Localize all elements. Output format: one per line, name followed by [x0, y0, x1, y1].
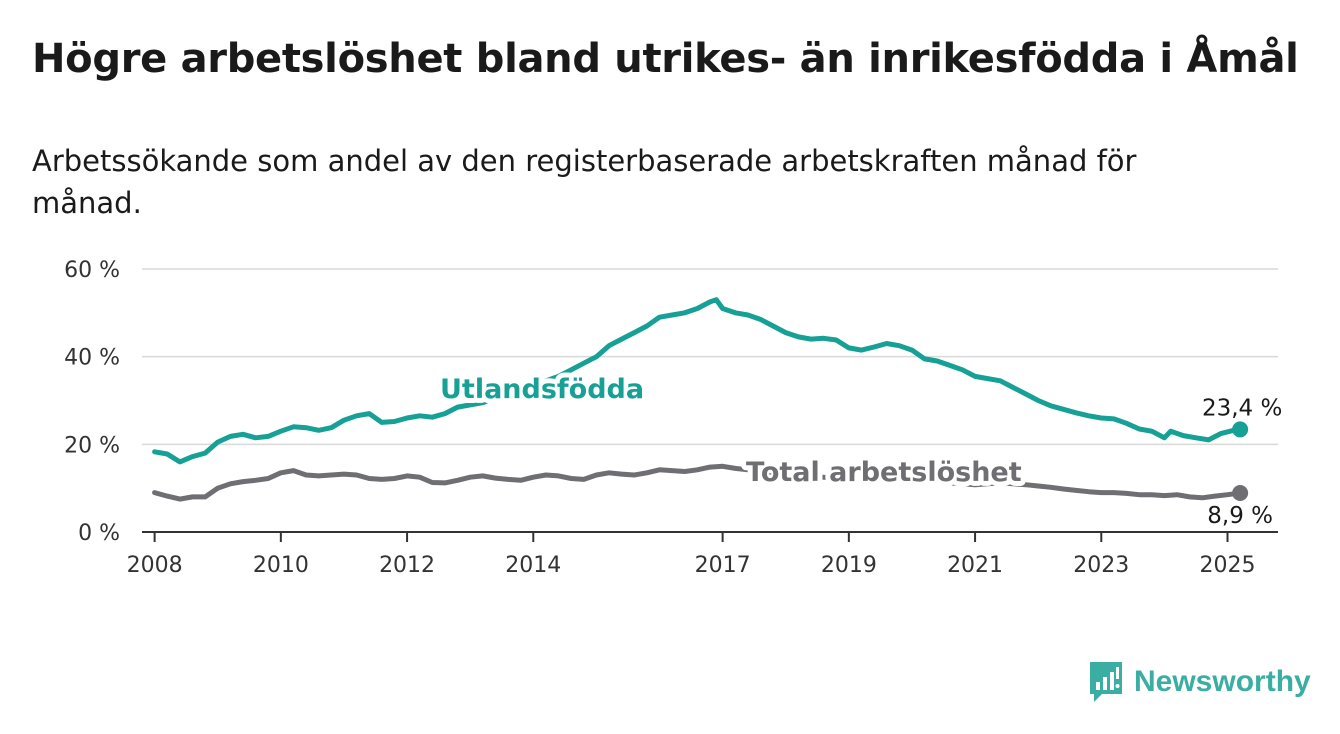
y-tick-label: 0 % [78, 521, 120, 546]
x-tick-label: 2019 [821, 553, 877, 578]
newsworthy-logo: Newsworthy [1088, 660, 1311, 704]
x-tick-label: 2014 [505, 553, 561, 578]
x-axis: 2008 2010 2012 2014 2017 2019 2021 2023 2025 [127, 531, 1278, 578]
series-label-total: Total arbetslöshet [746, 457, 1022, 488]
x-tick-label: 2017 [695, 553, 751, 578]
x-tick-label: 2023 [1073, 553, 1129, 578]
series-end-point [1232, 421, 1249, 438]
y-axis-tick-labels: 0 % 20 % 40 % 60 % [64, 258, 120, 546]
x-tick-label: 2021 [947, 553, 1003, 578]
series-line-total [152, 463, 1243, 502]
series-label-utlandsfodda: Utlandsfödda [440, 374, 644, 405]
end-value-label-utlandsfodda: 23,4 % [1202, 395, 1282, 421]
series-line-utlandsfodda [152, 297, 1243, 465]
x-tick-label: 2025 [1200, 553, 1256, 578]
series-label-total-halo: Total arbetslöshet [746, 457, 1022, 488]
logo-text: Newsworthy [1134, 665, 1311, 698]
chart-title: Högre arbetslöshet bland utrikes- än inr… [32, 36, 1299, 82]
x-tick-label: 2008 [127, 553, 183, 578]
end-value-label-total: 8,9 % [1207, 503, 1273, 529]
series-end-point [1232, 484, 1249, 501]
y-tick-label: 60 % [64, 258, 120, 283]
x-tick-label: 2010 [253, 553, 309, 578]
y-tick-label: 20 % [64, 433, 120, 458]
x-tick-label: 2012 [379, 553, 435, 578]
series-label-utlandsfodda-halo: Utlandsfödda [440, 374, 644, 405]
series-lines [152, 297, 1249, 502]
bar-chart-logo-icon [1090, 662, 1122, 702]
y-tick-label: 40 % [64, 346, 120, 371]
chart-subtitle: Arbetssökande som andel av den registerb… [32, 144, 1137, 220]
gridlines [142, 268, 1278, 446]
